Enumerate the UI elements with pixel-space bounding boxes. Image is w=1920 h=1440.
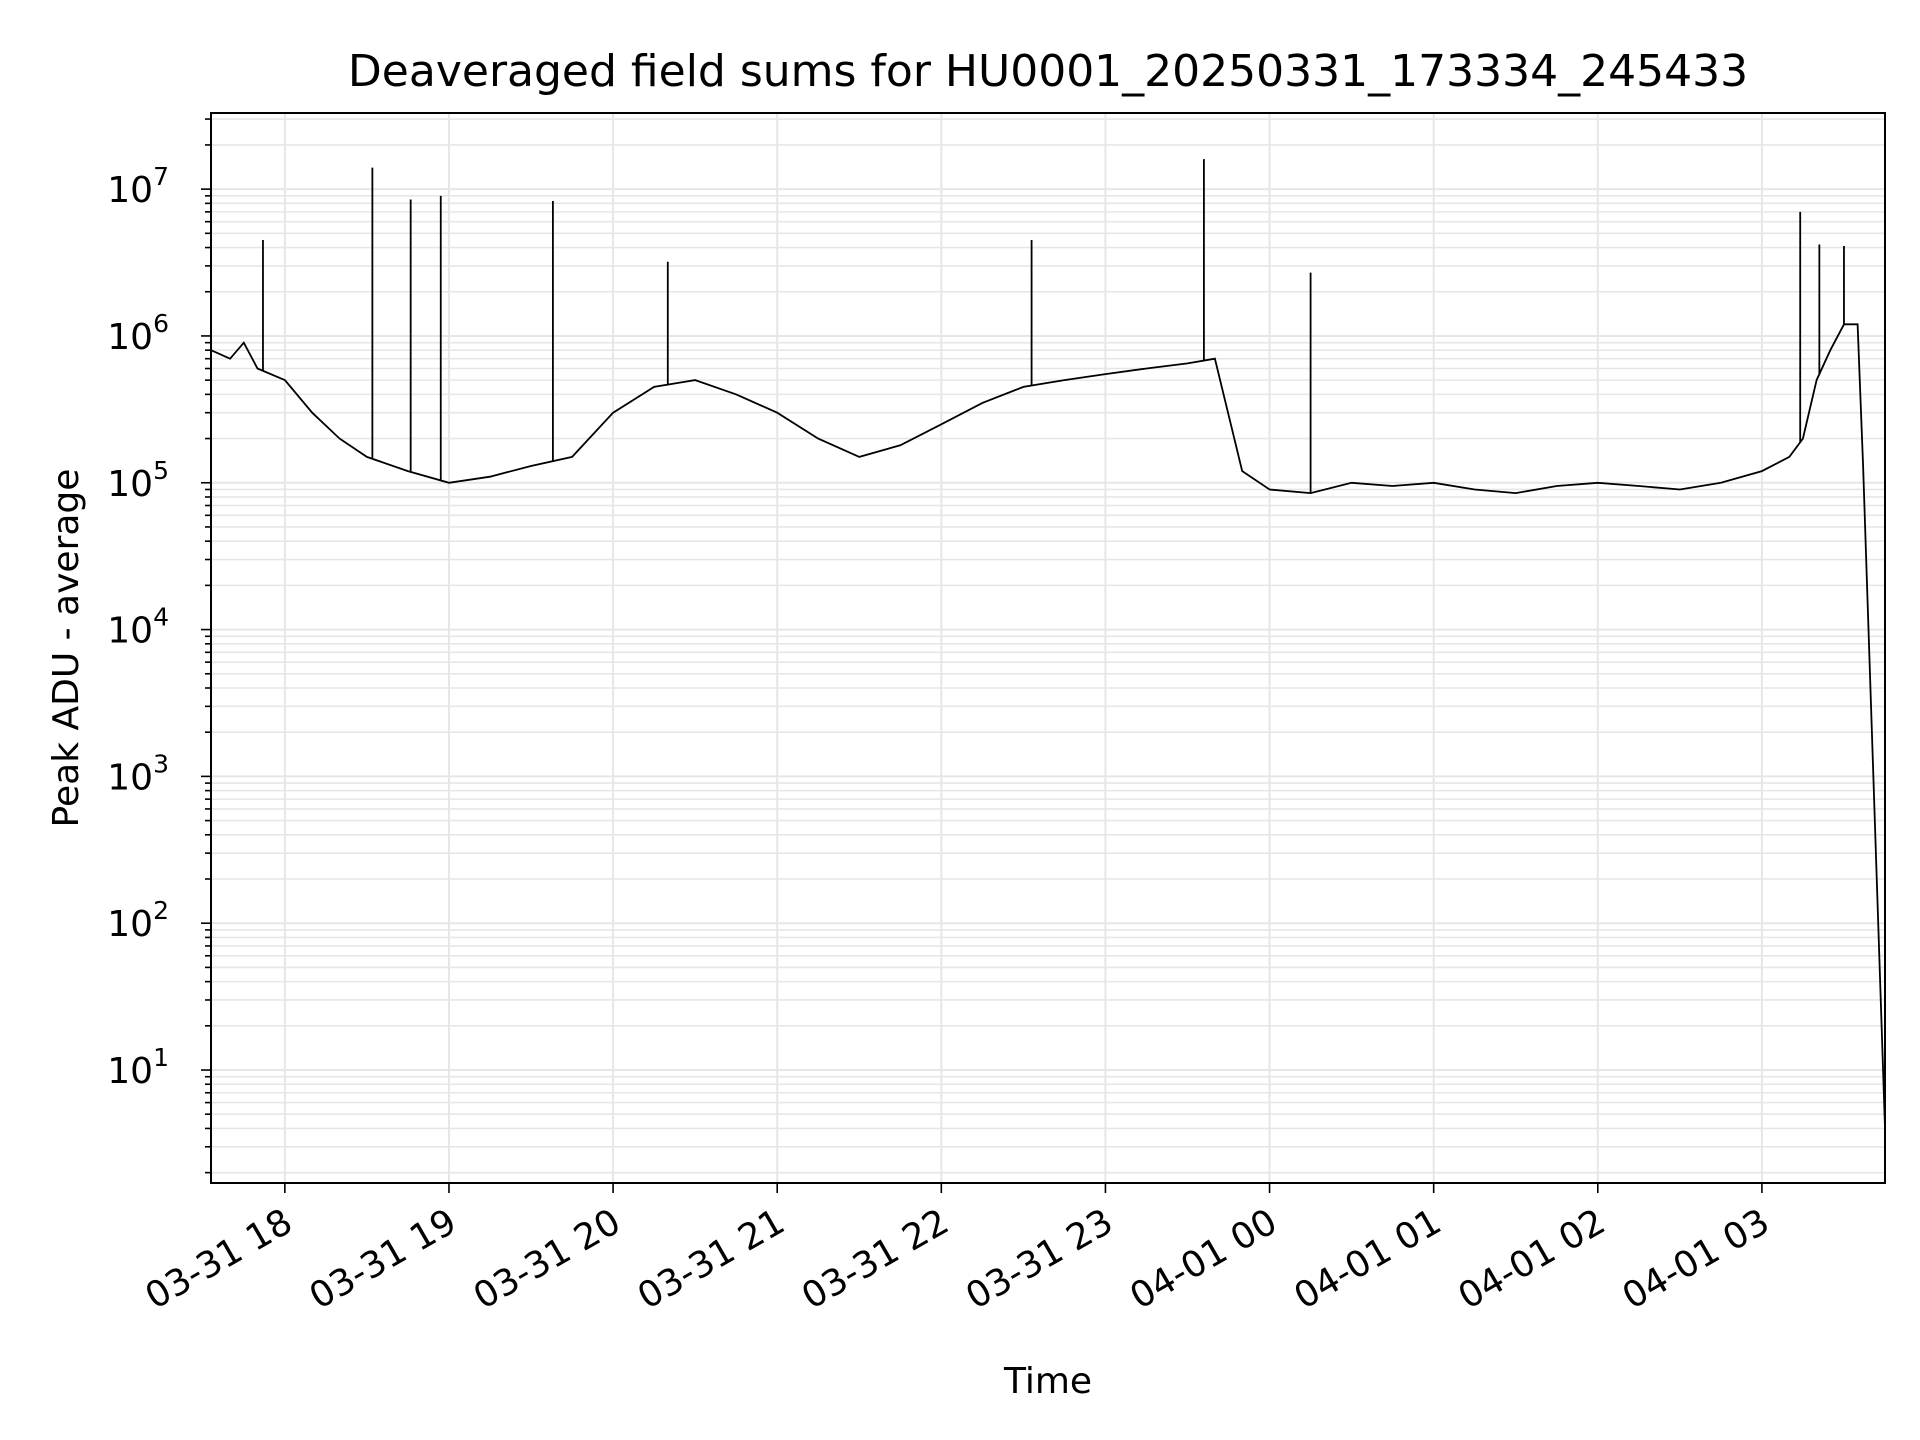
y-tick-base: 10 <box>107 317 153 358</box>
y-tick-label: 106 <box>107 309 169 358</box>
y-tick-exponent: 5 <box>153 456 169 485</box>
plot-area-frame <box>210 112 1886 1184</box>
y-tick-label: 102 <box>107 896 169 945</box>
y-tick-exponent: 3 <box>153 749 169 778</box>
series-line <box>210 323 1886 1129</box>
chart-title: Deaveraged field sums for HU0001_2025033… <box>348 46 1748 97</box>
y-tick-exponent: 7 <box>153 162 169 191</box>
y-tick-exponent: 1 <box>153 1043 169 1072</box>
y-tick-label: 104 <box>107 603 169 652</box>
y-tick-base: 10 <box>107 170 153 211</box>
y-axis-label: Peak ADU - average <box>46 469 87 828</box>
y-tick-base: 10 <box>107 611 153 652</box>
y-tick-label: 103 <box>107 749 169 798</box>
grid <box>211 113 1885 1183</box>
y-tick-exponent: 6 <box>153 309 169 338</box>
y-tick-base: 10 <box>107 904 153 945</box>
y-tick-base: 10 <box>107 1051 153 1092</box>
series-group <box>210 159 1886 1129</box>
y-tick-label: 107 <box>107 162 169 211</box>
y-tick-label: 101 <box>107 1043 169 1092</box>
y-tick-exponent: 4 <box>153 603 169 632</box>
y-tick-label: 105 <box>107 456 169 505</box>
x-axis-label: Time <box>1003 1361 1092 1402</box>
y-tick-base: 10 <box>107 757 153 798</box>
y-tick-exponent: 2 <box>153 896 169 925</box>
y-tick-base: 10 <box>107 464 153 505</box>
